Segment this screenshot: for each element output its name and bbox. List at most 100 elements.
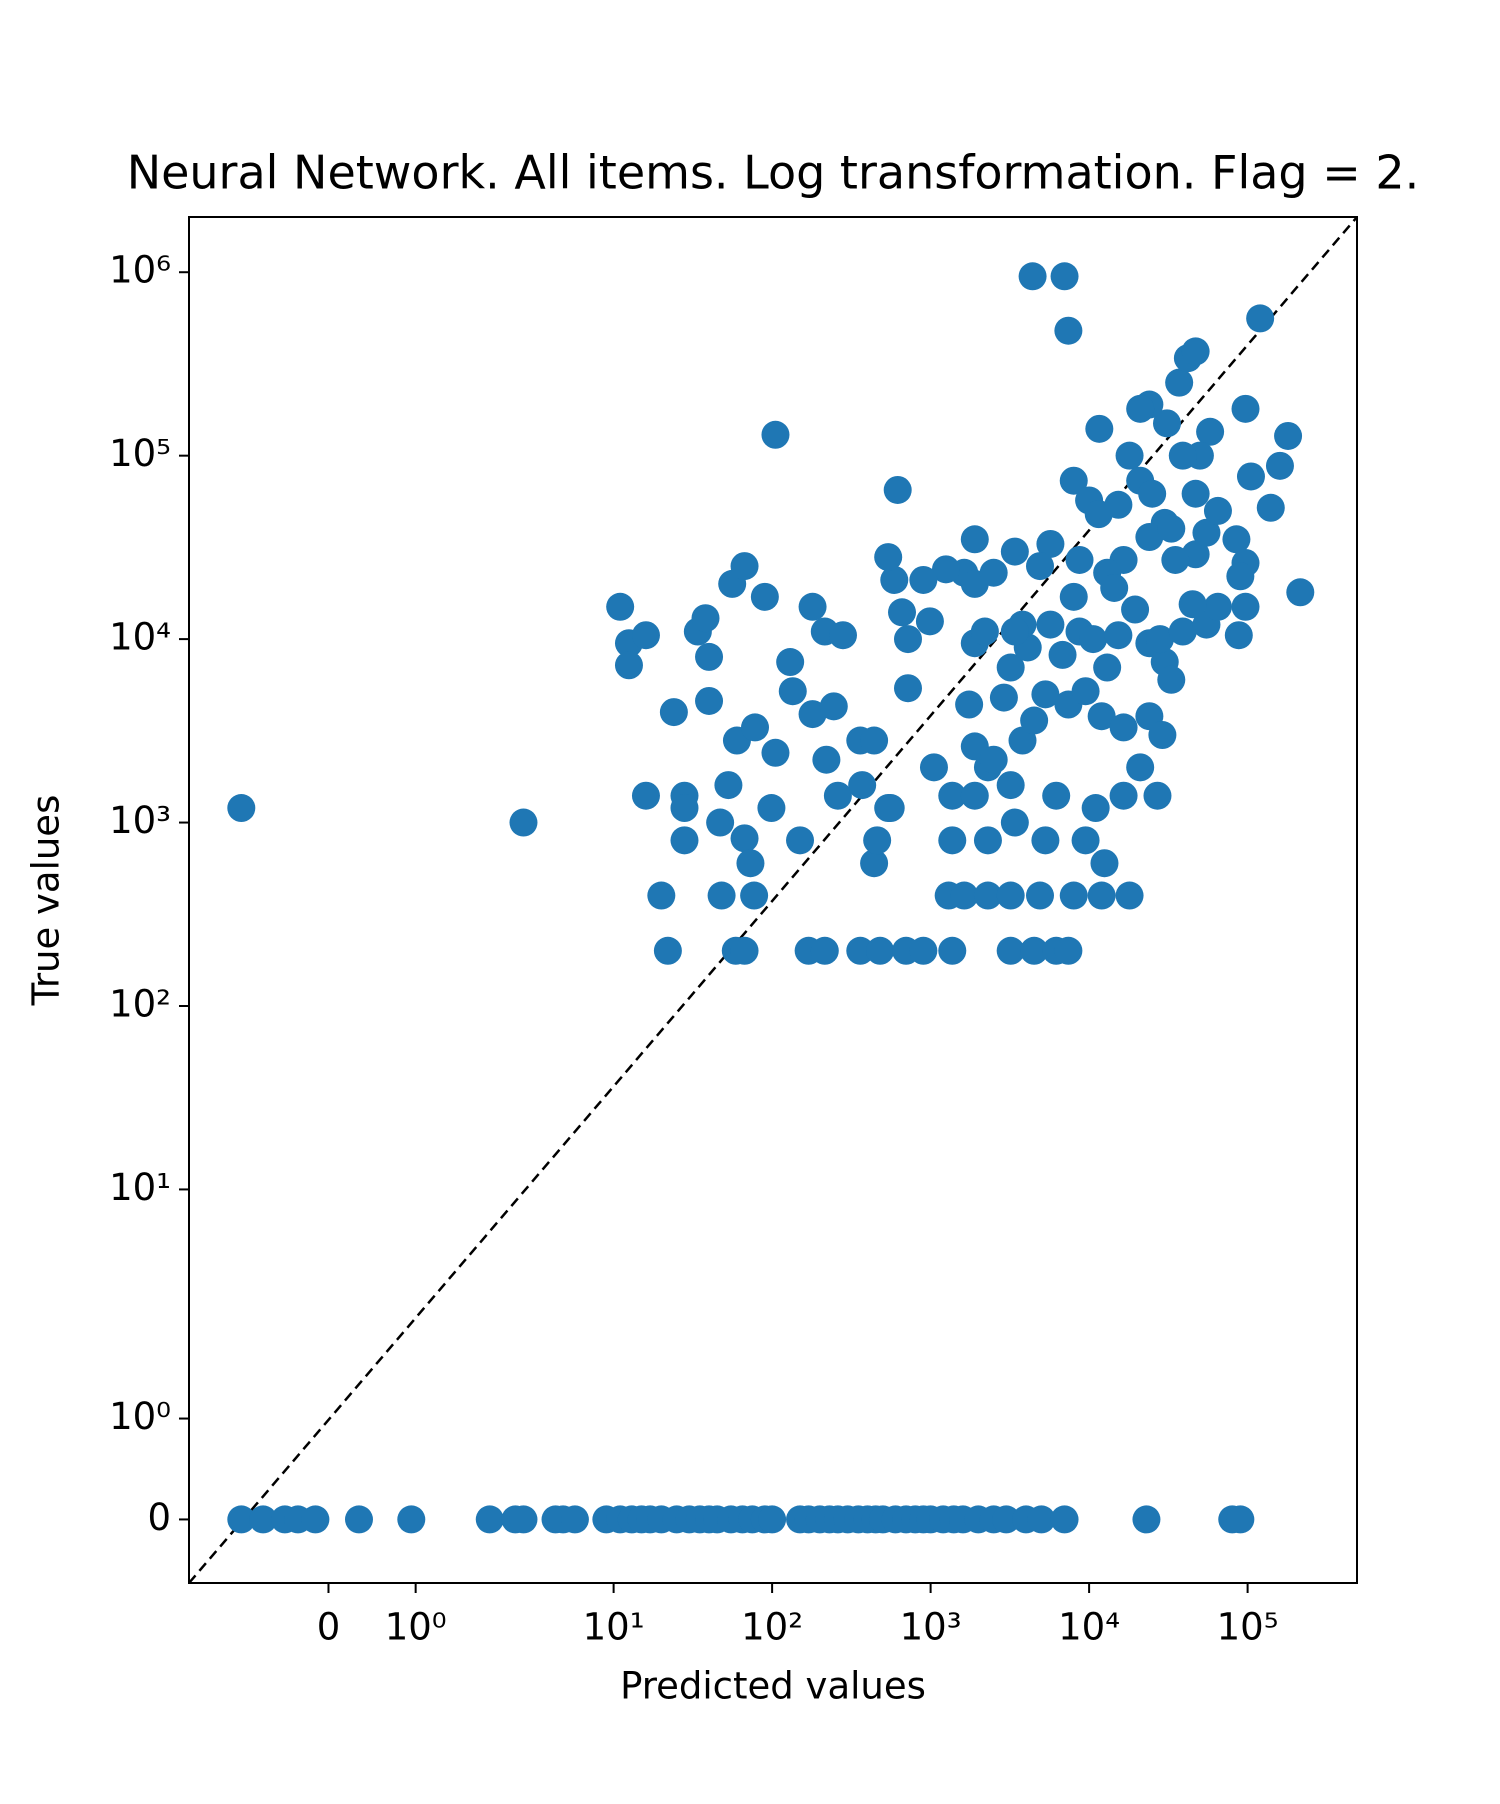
point [730, 552, 759, 581]
point [1109, 713, 1138, 742]
point [1196, 417, 1225, 446]
y-tick-label: 10³ [109, 799, 171, 842]
point [893, 674, 922, 703]
point [798, 700, 827, 729]
point [778, 677, 807, 706]
point [1178, 590, 1207, 619]
point [1181, 479, 1210, 508]
point [846, 936, 875, 965]
point [1026, 552, 1055, 581]
point [1100, 573, 1129, 602]
point [1145, 625, 1174, 654]
point [860, 726, 889, 755]
point [227, 794, 256, 823]
point [979, 558, 1008, 587]
point [606, 592, 635, 621]
point [812, 745, 841, 774]
x-tick-label: 10⁴ [1058, 1606, 1120, 1649]
y-tick-label: 10⁵ [109, 432, 171, 475]
point [1031, 826, 1060, 855]
x-tick-label: 10¹ [583, 1606, 645, 1649]
point [888, 598, 917, 627]
point [1000, 617, 1029, 646]
point [883, 475, 912, 504]
plot-frame [188, 216, 1358, 1584]
point [810, 936, 839, 965]
point [1000, 537, 1029, 566]
point [996, 771, 1025, 800]
point [1071, 677, 1100, 706]
point [1222, 525, 1251, 554]
point [1059, 466, 1088, 495]
point [1224, 621, 1253, 650]
point [979, 745, 1008, 774]
x-tick-label: 10² [741, 1606, 803, 1649]
point [973, 881, 1002, 910]
point [1026, 881, 1055, 910]
point [1265, 451, 1294, 480]
point [938, 936, 967, 965]
point [740, 881, 769, 910]
point [730, 936, 759, 965]
x-tick-label: 10⁰ [385, 1606, 447, 1649]
point [893, 625, 922, 654]
point [1256, 493, 1285, 522]
point [741, 713, 770, 742]
point [874, 543, 903, 572]
point [1087, 881, 1116, 910]
point [1027, 1505, 1056, 1534]
point [227, 1505, 256, 1534]
point [819, 692, 848, 721]
point [1087, 702, 1116, 731]
point [1135, 523, 1164, 552]
point [1042, 781, 1071, 810]
point [960, 781, 989, 810]
point [659, 698, 688, 727]
point [786, 826, 815, 855]
y-tick-label: 10⁰ [109, 1395, 171, 1438]
point [1050, 262, 1079, 291]
point [1036, 610, 1065, 639]
x-tick-label: 10⁵ [1217, 1606, 1279, 1649]
point [670, 794, 699, 823]
point [653, 936, 682, 965]
point [1192, 518, 1221, 547]
point [1054, 316, 1083, 345]
x-axis-label: Predicted values [620, 1665, 926, 1708]
point [909, 565, 938, 594]
point [1115, 441, 1144, 470]
point [757, 794, 786, 823]
point [1168, 617, 1197, 646]
point [475, 1505, 504, 1534]
point [758, 1505, 787, 1534]
point [915, 607, 944, 636]
point [344, 1505, 373, 1534]
point [1148, 721, 1177, 750]
point [1018, 262, 1047, 291]
point [560, 1505, 589, 1534]
point [1246, 304, 1275, 333]
point [249, 1505, 278, 1534]
point [1143, 781, 1172, 810]
point [695, 642, 724, 671]
point [1203, 496, 1232, 525]
point [1168, 441, 1197, 470]
point [397, 1505, 426, 1534]
point [1126, 394, 1155, 423]
point [1104, 490, 1133, 519]
point [1236, 462, 1265, 491]
point [1000, 808, 1029, 837]
point [1231, 394, 1260, 423]
point [828, 621, 857, 650]
y-tick-label: 10⁴ [109, 616, 171, 659]
point [1081, 794, 1110, 823]
point [1157, 514, 1186, 543]
point [1165, 368, 1194, 397]
point [1226, 1505, 1255, 1534]
point [1152, 409, 1181, 438]
point [1226, 562, 1255, 591]
point [1071, 826, 1100, 855]
point [750, 582, 779, 611]
point [1286, 578, 1315, 607]
